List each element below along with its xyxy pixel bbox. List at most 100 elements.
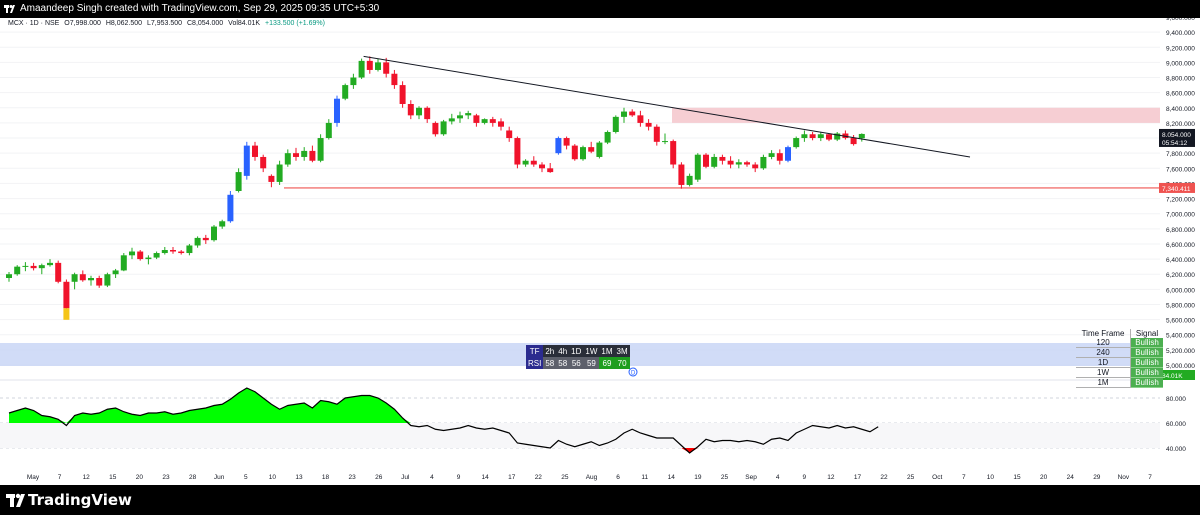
rsi-value-cell: 58: [556, 357, 570, 369]
candle-body: [350, 77, 357, 86]
signal-header-timeframe: Time Frame: [1076, 329, 1131, 338]
candle-body: [473, 115, 480, 123]
dividend-marker-icon: [628, 367, 638, 377]
time-axis-label: 4: [776, 474, 780, 481]
legend-symbol[interactable]: MCX · 1D · NSE: [8, 20, 60, 27]
time-axis-label: 18: [322, 474, 330, 481]
candle-body: [596, 142, 603, 157]
price-axis-label: 7,800.000: [1166, 151, 1195, 158]
candle-body: [571, 145, 578, 160]
legend-low: L7,953.500: [147, 20, 183, 27]
price-axis-label: 9,200.000: [1166, 45, 1195, 52]
signal-value: Bullish: [1130, 338, 1163, 348]
candle-body: [686, 175, 693, 185]
price-axis-label: 7,200.000: [1166, 197, 1195, 204]
time-axis-label: 26: [375, 474, 383, 481]
rsi-value-cell: 69: [599, 357, 615, 369]
price-axis-label: 6,800.000: [1166, 227, 1195, 234]
candle-body: [629, 111, 636, 116]
candle-body: [604, 131, 611, 143]
candle-body: [670, 141, 677, 165]
time-axis-label: 12: [827, 474, 835, 481]
candle-body: [768, 153, 775, 157]
candle-body: [284, 153, 291, 165]
last-price-badge-bg: [1159, 128, 1195, 139]
candle-body: [858, 133, 865, 139]
time-axis-label: 7: [58, 474, 62, 481]
time-axis-label: 14: [668, 474, 676, 481]
legend-high: H8,062.500: [105, 20, 143, 27]
candle-body: [653, 126, 660, 142]
signal-timeframe: 1W: [1076, 367, 1131, 378]
candle-body: [47, 262, 53, 266]
rsi-oversold-fill: [9, 448, 879, 453]
candle-body: [793, 138, 800, 148]
rsi-value-cell: 56: [569, 357, 584, 369]
price-axis-label: 6,200.000: [1166, 272, 1195, 279]
candle-body: [358, 60, 365, 78]
price-chart[interactable]: 9,600.000 9,400.000 9,200.000 9,000.000 8,80…: [0, 18, 1200, 485]
price-axis-label: 5,400.000: [1166, 333, 1195, 340]
candle-body: [202, 237, 209, 241]
candle-body: [424, 107, 431, 120]
support-price-badge: 7,340.411: [1162, 186, 1191, 193]
candle-body: [325, 122, 332, 139]
time-axis-label: 5: [244, 474, 248, 481]
time-axis-label: 12: [83, 474, 91, 481]
price-axis-label: 9,600.000: [1166, 18, 1195, 22]
signal-row: 1D Bullish: [1076, 357, 1163, 368]
candle-body: [268, 175, 275, 182]
legend-volume: Vol84.01K: [228, 20, 261, 27]
signal-header-signal: Signal: [1135, 329, 1159, 338]
signal-table-header: Time Frame Signal: [1076, 329, 1163, 338]
signal-timeframe: 120: [1076, 338, 1131, 348]
candle-body: [694, 154, 701, 180]
candle-body: [416, 107, 422, 116]
time-axis-label: 20: [136, 474, 144, 481]
candle-body: [809, 134, 816, 139]
time-axis-label: 24: [1067, 474, 1075, 481]
candle-body: [145, 257, 152, 260]
candle-body: [662, 141, 668, 143]
time-axis-label: Aug: [586, 474, 598, 481]
candle-body: [55, 262, 62, 282]
rsi-axis-label: 60.000: [1166, 421, 1186, 428]
candle-body: [137, 251, 144, 260]
candle-body: [260, 156, 267, 169]
time-axis-label: Jun: [214, 474, 225, 481]
candle-body: [104, 274, 111, 286]
candle-body: [6, 274, 12, 278]
candle-body: [399, 85, 406, 104]
volume-badge-bg: [1159, 370, 1195, 380]
candle-body: [785, 147, 791, 161]
candle-body: [645, 122, 652, 127]
time-axis-label: 7: [1148, 474, 1152, 481]
candle-body: [580, 147, 586, 160]
candle-body: [383, 62, 390, 74]
price-axis-label: 7,000.000: [1166, 212, 1195, 219]
candle-body: [252, 145, 258, 157]
price-axis-label: 8,800.000: [1166, 76, 1195, 83]
candle-body: [153, 253, 160, 258]
candle-body: [588, 147, 595, 152]
rsi-header-cell: 1D: [569, 345, 584, 357]
volume-badge: 84.01K: [1162, 373, 1183, 380]
candle-body: [334, 98, 340, 123]
candle-body: [817, 134, 824, 139]
candle-body: [752, 164, 759, 169]
candle-body: [129, 251, 135, 256]
rsi-value-cell: 70: [614, 357, 630, 369]
dividend-marker-text: D: [631, 371, 636, 377]
candle-body: [301, 150, 308, 157]
price-axis-label: 6,600.000: [1166, 242, 1195, 249]
signal-row: 1M Bullish: [1076, 377, 1163, 388]
candle-body: [342, 85, 349, 99]
rsi-line: [8, 387, 879, 454]
candle-body: [243, 145, 250, 176]
countdown-badge-bg: [1159, 136, 1195, 147]
candle-body: [88, 278, 94, 281]
candle-body: [498, 121, 504, 127]
candle-body: [735, 162, 742, 165]
time-axis-label: Jul: [401, 474, 410, 481]
candle-body: [612, 116, 619, 132]
